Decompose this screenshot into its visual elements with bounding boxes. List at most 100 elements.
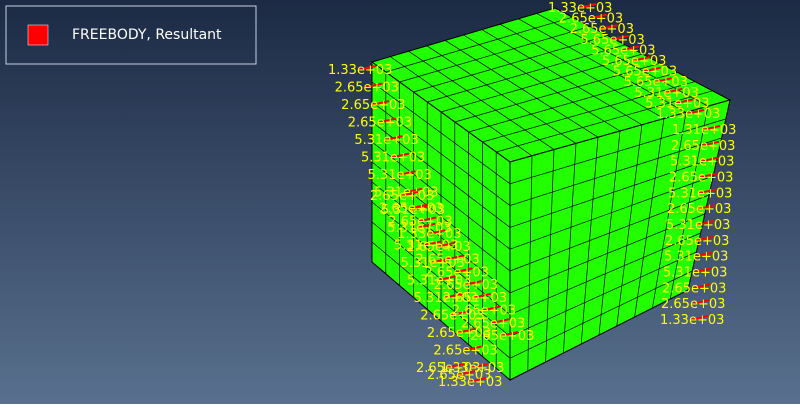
force-arrow	[472, 292, 491, 299]
force-label: 5.31e+03	[666, 218, 730, 233]
force-arrow	[417, 216, 437, 223]
force-arrow	[577, 3, 597, 9]
force-label: 2.65e+03	[420, 308, 484, 323]
force-label: 2.65e+03	[669, 171, 733, 186]
force-arrow	[620, 45, 640, 52]
force-label: 2.65e+03	[416, 361, 480, 376]
mesh-line	[536, 13, 709, 107]
force-label: 2.65e+03	[433, 343, 497, 358]
force-label: 2.65e+03	[406, 240, 470, 255]
force-arrow	[364, 82, 383, 89]
force-arrow	[610, 34, 629, 41]
force-label: 5.31e+03	[645, 96, 709, 111]
force-label: 5.31e+03	[664, 250, 728, 265]
force-arrow	[693, 251, 713, 258]
force-label: 5.31e+03	[361, 151, 425, 166]
force-arrow	[390, 152, 410, 159]
force-arrow	[454, 267, 473, 274]
force-arrow	[463, 345, 482, 352]
force-label: 2.65e+03	[341, 98, 405, 113]
force-label: 2.65e+03	[470, 329, 534, 344]
mesh-line	[509, 194, 710, 272]
force-arrow	[456, 327, 476, 334]
force-arrow	[408, 203, 428, 210]
force-arrow	[685, 109, 705, 115]
force-label: 2.65e+03	[452, 304, 516, 319]
force-arrow	[588, 13, 608, 20]
force-label: 5.65e+03	[602, 54, 666, 69]
legend-swatch	[27, 24, 49, 46]
mesh-line	[454, 62, 661, 123]
mesh-line	[509, 232, 701, 315]
mesh-line	[518, 18, 687, 113]
force-label: 2.65e+03	[570, 22, 634, 37]
force-label: 5.31e+03	[634, 86, 698, 101]
force-arrow	[397, 170, 416, 177]
mesh-line	[652, 112, 687, 309]
force-arrow	[463, 280, 482, 287]
force-label: 2.65e+03	[388, 214, 452, 229]
force-arrow	[456, 370, 476, 376]
force-arrow	[357, 65, 377, 71]
force-label: 2.65e+03	[443, 291, 507, 306]
right-face	[509, 99, 731, 381]
force-arrow	[699, 156, 719, 163]
force-label: 5.65e+03	[591, 43, 655, 58]
mesh-line	[481, 29, 643, 126]
force-arrow	[410, 205, 429, 212]
mesh-line	[482, 81, 696, 143]
force-arrow	[674, 98, 694, 105]
force-label: 2.65e+03	[348, 116, 412, 131]
force-label: 5.31e+03	[374, 186, 438, 201]
force-arrow	[696, 204, 716, 211]
force-arrow	[664, 87, 683, 94]
force-label: 2.65e+03	[425, 265, 489, 280]
force-label: 2.65e+03	[427, 368, 491, 383]
force-arrow	[499, 331, 519, 337]
force-label: 2.65e+03	[665, 234, 729, 249]
force-label: 2.65e+03	[434, 278, 498, 293]
force-label: 5.31e+03	[668, 186, 732, 201]
mesh	[370, 7, 732, 382]
force-label: 2.65e+03	[662, 281, 726, 296]
force-label: 5.65e+03	[624, 75, 688, 90]
force-arrow	[653, 77, 672, 84]
mesh-line	[371, 161, 511, 272]
force-label: 5.31e+03	[414, 291, 478, 306]
force-arrow	[481, 305, 501, 312]
force-label: 2.65e+03	[379, 202, 443, 217]
force-label: 1.33e+03	[328, 63, 392, 78]
force-label: 1.33e+03	[548, 1, 612, 16]
force-label: 1.31e+03	[672, 123, 736, 138]
force-label: 2.65e+03	[559, 12, 623, 27]
force-label: 5.31e+03	[407, 273, 471, 288]
force-arrow	[698, 172, 718, 179]
force-label: 2.65e+03	[461, 316, 525, 331]
force-arrow	[403, 187, 423, 194]
force-label: 1.33e+03	[438, 375, 502, 390]
force-label: 2.65e+03	[427, 326, 491, 341]
force-arrow	[417, 222, 436, 229]
force-arrow	[692, 267, 712, 274]
force-arrow	[450, 310, 469, 317]
force-arrow	[694, 235, 714, 242]
force-arrow	[490, 318, 510, 325]
force-arrow	[384, 135, 403, 142]
force-label: 1.33e+03	[660, 313, 724, 328]
force-arrow	[436, 275, 456, 282]
force-arrow	[423, 240, 443, 247]
legend-label: FREEBODY, Resultant	[72, 27, 222, 43]
mesh-line	[371, 201, 511, 315]
mesh-line	[440, 53, 643, 113]
force-arrow	[631, 56, 651, 62]
mesh-line	[371, 241, 511, 359]
force-arrow	[427, 229, 446, 236]
force-arrow	[691, 283, 711, 290]
force-label: 5.31e+03	[354, 133, 418, 148]
mesh-line	[509, 270, 693, 359]
force-arrow	[467, 377, 487, 383]
force-arrow	[370, 100, 390, 107]
force-label: 1.33e+03	[656, 107, 720, 122]
mesh-line	[499, 23, 665, 119]
